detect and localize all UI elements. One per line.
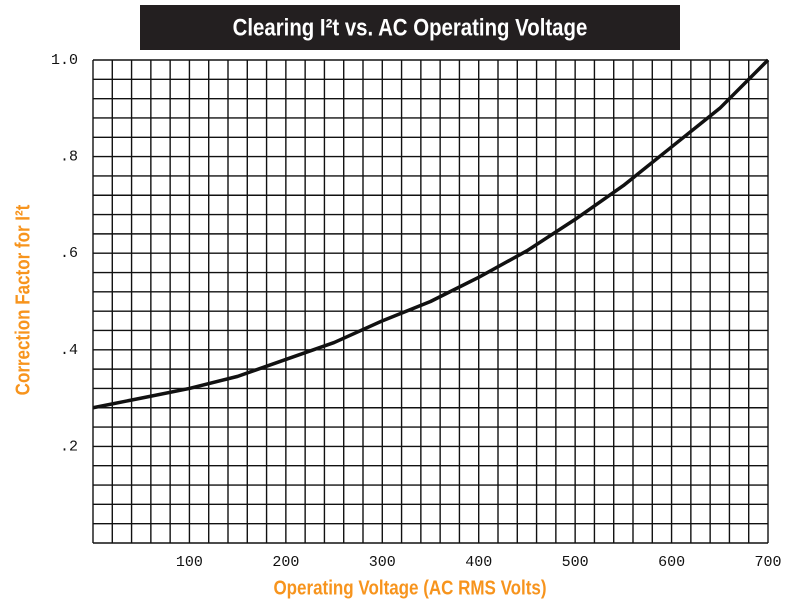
x-tick-label: 500	[562, 554, 589, 571]
title-box	[140, 5, 680, 50]
x-tick-label: 300	[369, 554, 396, 571]
x-tick-label: 400	[465, 554, 492, 571]
x-axis-label: Operating Voltage (AC RMS Volts)	[273, 576, 546, 599]
y-tick-label: .4	[60, 342, 78, 359]
x-tick-label: 700	[754, 554, 781, 571]
curve	[92, 58, 770, 410]
y-tick-label: .2	[60, 438, 78, 455]
y-tick-label: .6	[60, 245, 78, 262]
chart-title: Clearing I²t vs. AC Operating Voltage	[233, 14, 588, 41]
y-axis-label: Correction Factor for I²t	[11, 205, 34, 396]
x-tick-label: 100	[176, 554, 203, 571]
x-tick-label: 600	[658, 554, 685, 571]
x-tick-label: 200	[272, 554, 299, 571]
y-tick-label: 1.0	[51, 52, 78, 69]
y-tick-label: .8	[60, 149, 78, 166]
